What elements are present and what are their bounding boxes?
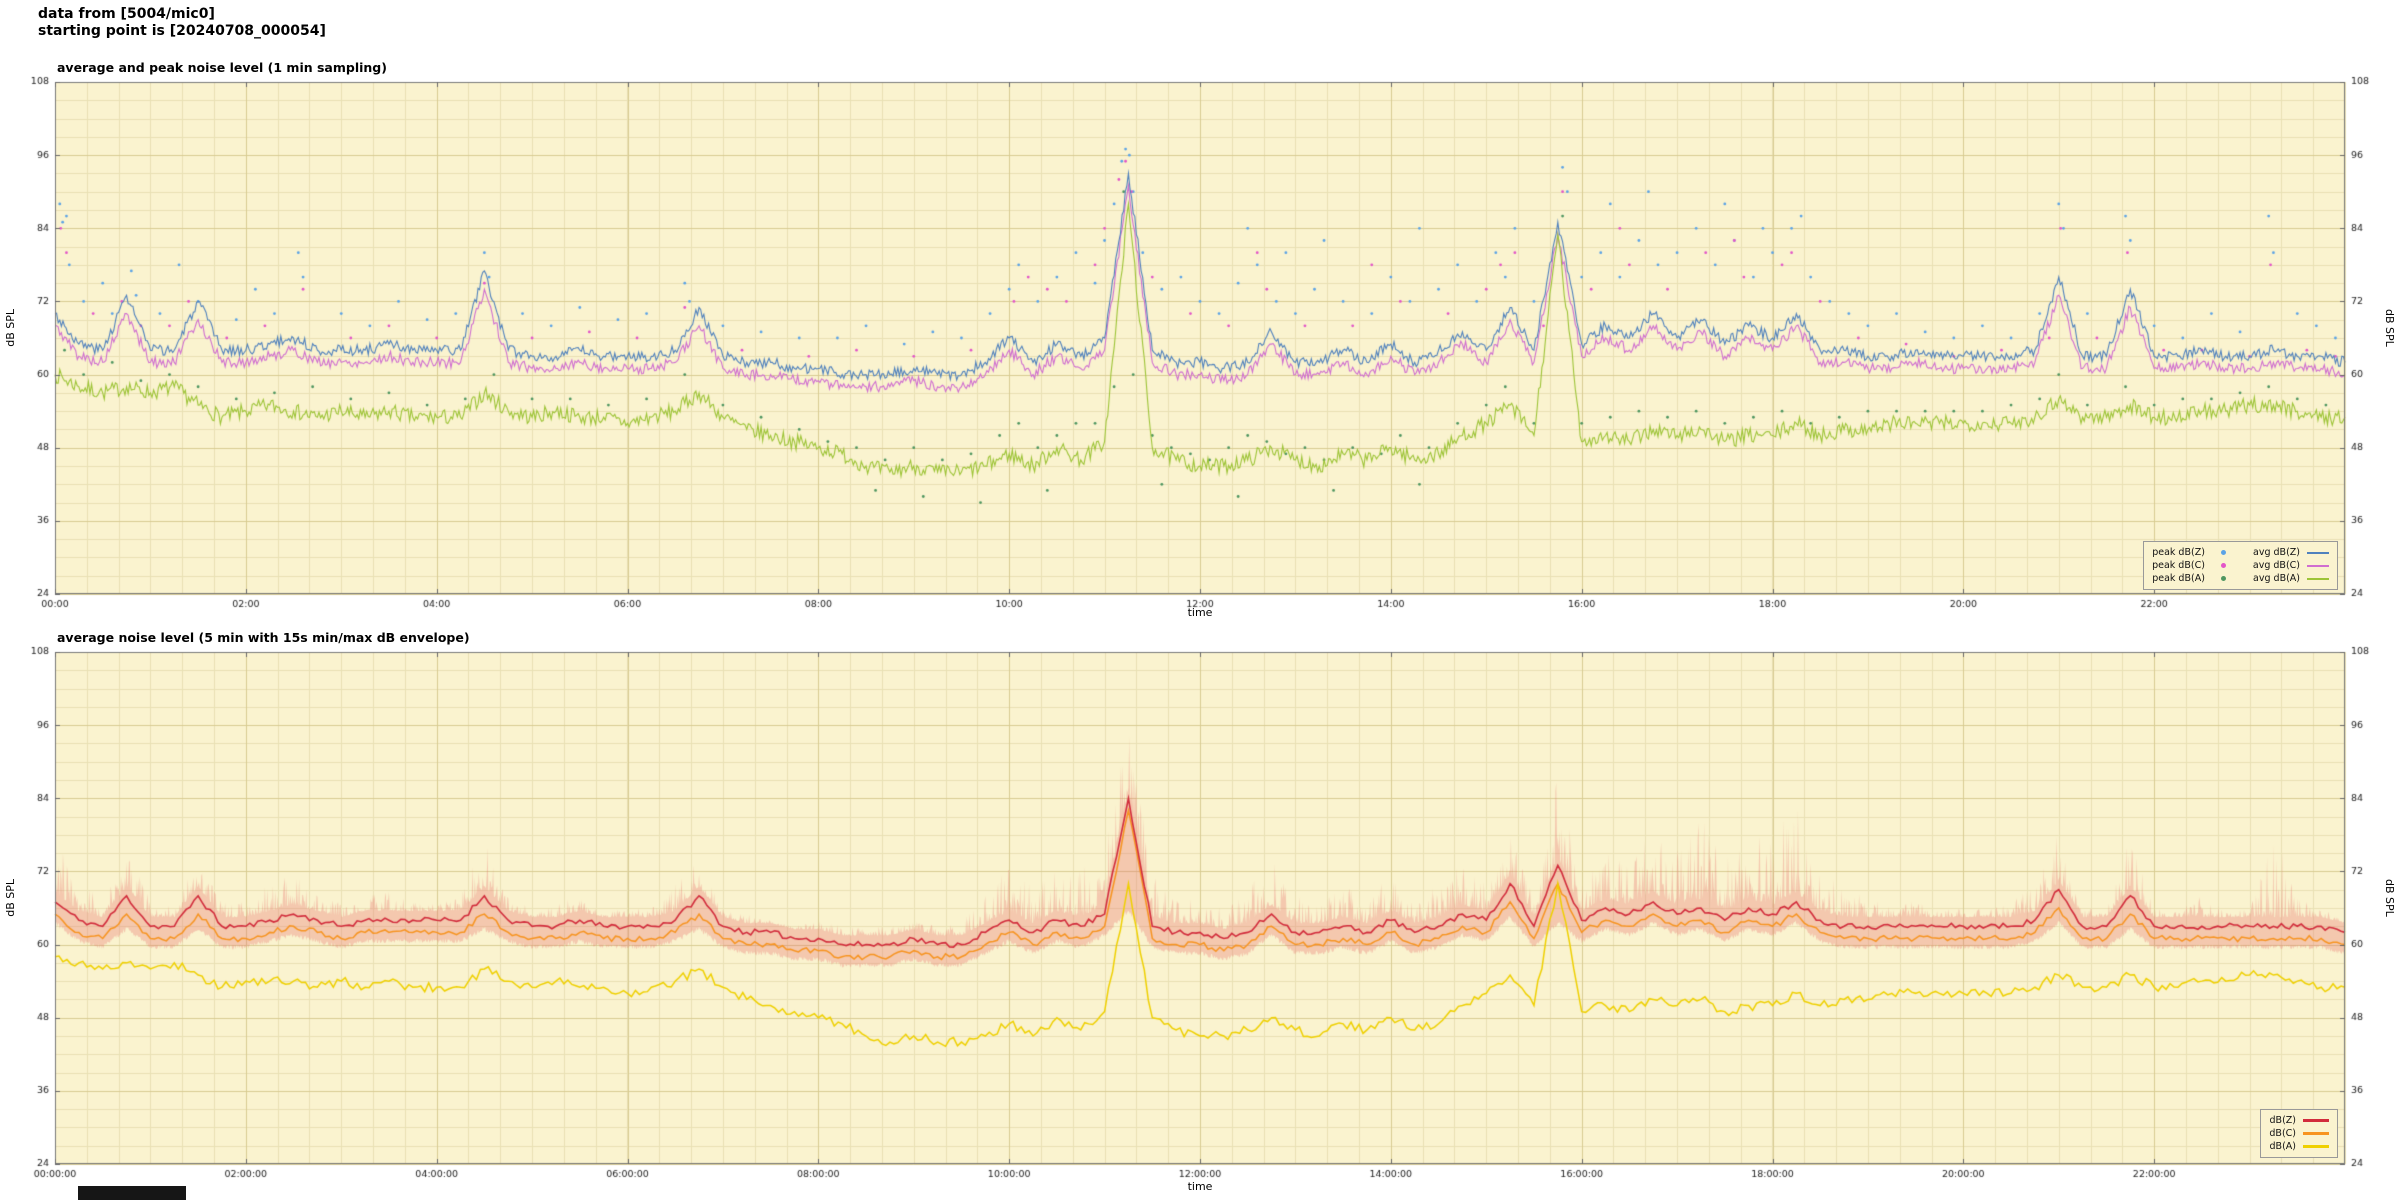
legend-column: peak dB(Z) peak dB(C) peak dB(A) [2152,546,2235,585]
legend-item-db-a-: dB(A) [2269,1140,2329,1153]
legend-column: dB(Z) dB(C) dB(A) [2269,1114,2329,1153]
legend-label: peak dB(C) [2152,560,2205,571]
legend-item-peak-db-a-: peak dB(A) [2152,572,2235,585]
chart-avg-peak-noise: average and peak noise level (1 min samp… [0,54,2400,624]
chart2-ylabel-left: dB SPL [4,879,17,917]
chart1-ylabel-left: dB SPL [4,309,17,347]
legend-label: dB(Z) [2269,1115,2296,1126]
chart1-xlabel: time [1187,606,1213,619]
taskbar-fragment [78,1186,186,1200]
legend-line-swatch [2307,551,2329,554]
legend-line-swatch [2307,577,2329,580]
header: data from [5004/mic0] starting point is … [38,6,326,40]
chart1-legend: peak dB(Z) peak dB(C) peak dB(A) avg dB(Z) a… [2143,541,2338,590]
legend-item-db-c-: dB(C) [2269,1127,2329,1140]
chart2-title: average noise level (5 min with 15s min/… [57,630,470,645]
chart2-canvas [0,624,2400,1200]
legend-label: avg dB(A) [2253,573,2300,584]
legend-line-swatch [2303,1119,2329,1122]
legend-dot-swatch [2220,550,2226,555]
legend-dot-swatch [2220,576,2226,581]
chart1-ylabel-right: dB SPL [2383,309,2396,347]
legend-item-peak-db-z-: peak dB(Z) [2152,546,2235,559]
legend-item-peak-db-c-: peak dB(C) [2152,559,2235,572]
legend-label: peak dB(A) [2152,573,2205,584]
chart1-canvas [0,54,2400,624]
legend-label: dB(A) [2269,1141,2296,1152]
legend-dot-swatch [2220,563,2226,568]
legend-label: peak dB(Z) [2152,547,2205,558]
chart2-ylabel-right: dB SPL [2383,879,2396,917]
legend-line-swatch [2307,564,2329,567]
legend-item-db-z-: dB(Z) [2269,1114,2329,1127]
legend-label: avg dB(C) [2252,560,2300,571]
chart-avg-noise-envelope: average noise level (5 min with 15s min/… [0,624,2400,1200]
chart2-legend: dB(Z) dB(C) dB(A) [2260,1109,2338,1158]
legend-line-swatch [2303,1132,2329,1135]
legend-line-swatch [2303,1145,2329,1148]
header-line1: data from [5004/mic0] [38,6,215,22]
legend-label: dB(C) [2269,1128,2296,1139]
legend-item-avg-db-c-: avg dB(C) [2253,559,2329,572]
chart2-xlabel: time [1187,1180,1213,1193]
legend-column: avg dB(Z) avg dB(C) avg dB(A) [2253,546,2329,585]
legend-item-avg-db-a-: avg dB(A) [2253,572,2329,585]
legend-item-avg-db-z-: avg dB(Z) [2253,546,2329,559]
chart1-title: average and peak noise level (1 min samp… [57,60,387,75]
legend-label: avg dB(Z) [2253,547,2300,558]
header-line2: starting point is [20240708_000054] [38,23,326,39]
